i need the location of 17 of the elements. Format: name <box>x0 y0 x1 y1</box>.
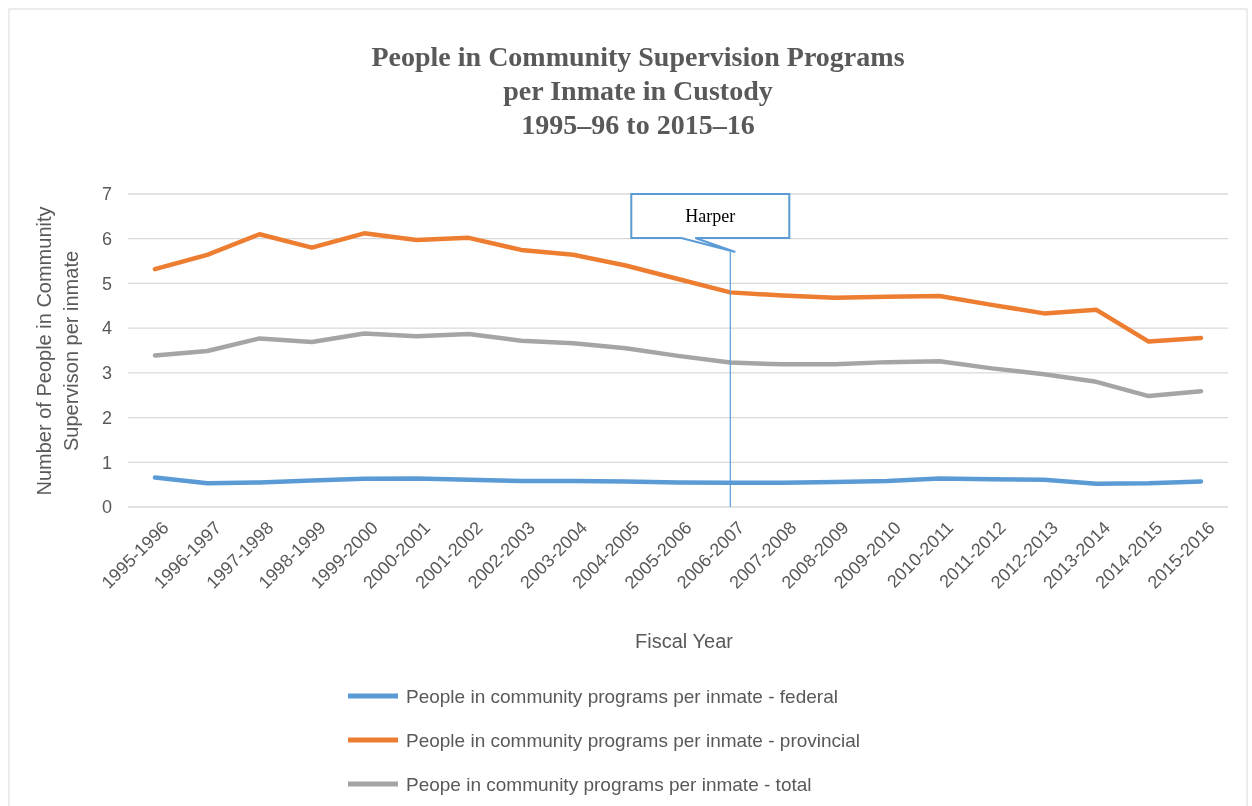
y-tick-label: 3 <box>101 363 112 384</box>
y-tick-label: 7 <box>101 184 112 205</box>
legend-label: People in community programs per inmate - federal <box>406 685 838 707</box>
chart-title: People in Community Supervision Programs per Inmate in Custody 1995–96 to 2015–16 <box>371 41 905 140</box>
y-tick-label: 5 <box>101 273 112 294</box>
y-tick-label: 1 <box>101 452 112 473</box>
line-series <box>152 331 1204 399</box>
y-tick-label: 0 <box>101 497 112 518</box>
y-tick-label: 6 <box>101 229 112 250</box>
x-axis-title: Fiscal Year <box>635 630 734 652</box>
line-series <box>152 231 1204 344</box>
ref-line-label: Harper <box>685 206 736 226</box>
legend-label: Peope in community programs per inmate - total <box>406 773 812 795</box>
legend-label: People in community programs per inmate - provincial <box>406 729 861 751</box>
y-tick-label: 2 <box>101 407 112 428</box>
y-tick-label: 4 <box>101 318 112 339</box>
y-axis-title: Number of People in Community Supervison per inmate <box>33 206 82 496</box>
